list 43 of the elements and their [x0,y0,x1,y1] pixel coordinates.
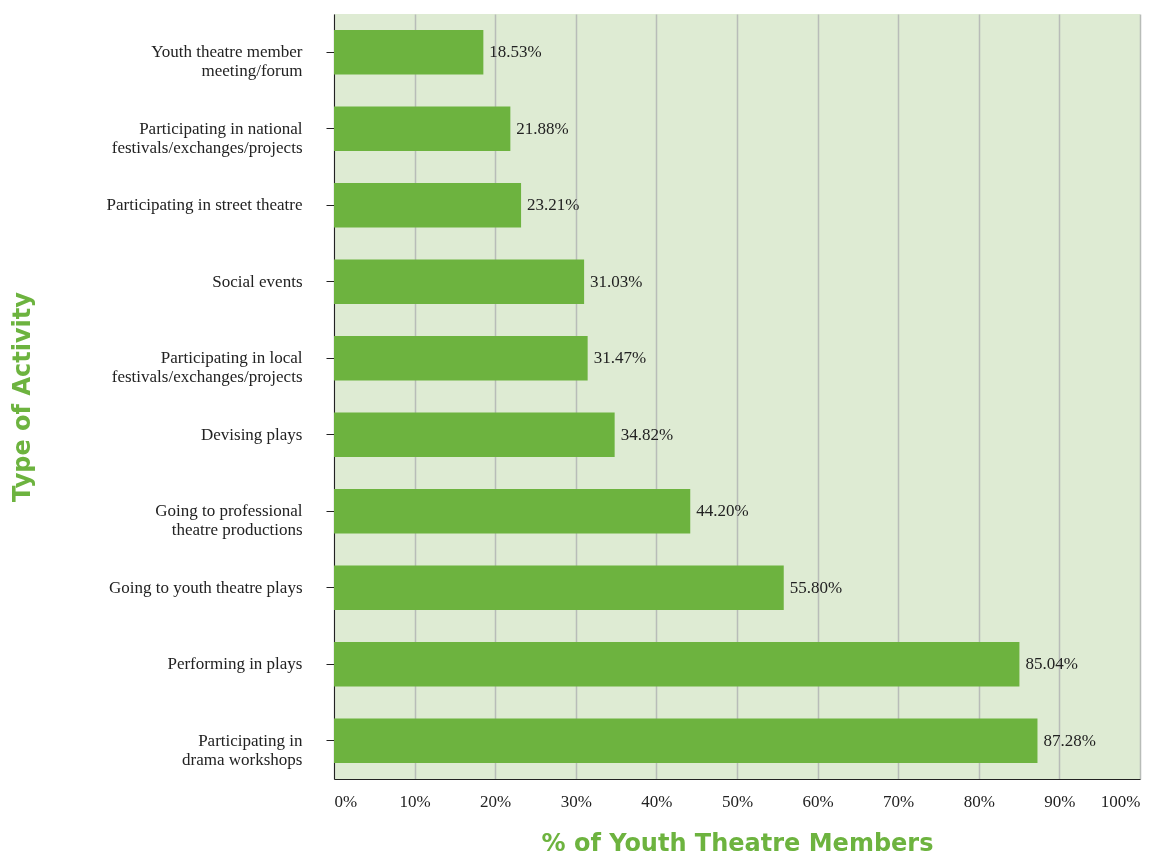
data-label: 21.88% [516,118,569,138]
bar [334,259,585,304]
y-tick-label: Going to youth theatre plays [108,577,303,597]
data-label: 44.20% [696,501,749,521]
y-tick-label: Participating in street theatre [106,195,303,215]
bar [334,106,511,151]
bar [334,336,588,381]
bar [334,565,784,610]
x-tick-label: 60% [802,791,834,811]
bar [334,489,691,534]
data-label: 55.80% [789,577,843,597]
y-tick-label: Devising plays [200,424,303,444]
y-tick-label: Participating in national festivals/exchanges/projects [111,118,303,157]
bar [334,718,1038,763]
y-tick-label: Participating in drama workshops [182,730,303,769]
x-tick-label: 50% [721,791,754,811]
x-tick-label: 70% [883,791,915,811]
data-label: 31.47% [593,348,647,368]
x-tick-label: 80% [963,791,995,811]
data-label: 87.28% [1043,730,1096,750]
bar [334,30,484,75]
y-axis-title: Type of Activity [7,291,36,502]
x-tick-label: 40% [641,791,673,811]
x-tick-label: 100% [1100,791,1141,811]
bar [334,412,615,457]
data-label: 85.04% [1025,654,1078,674]
bar [334,183,522,228]
x-tick-label: 20% [480,791,512,811]
bar [334,642,1020,687]
x-axis-title: % of Youth Theatre Members [541,828,934,857]
data-label: 18.53% [489,42,542,62]
data-label: 23.21% [527,195,580,215]
data-label: 31.03% [590,271,643,291]
y-tick-label: Going to professional theatre productions [155,501,303,540]
y-tick-label: Social events [212,271,303,291]
data-label: 34.82% [620,424,674,444]
y-tick-label: Performing in plays [167,654,303,674]
y-tick-label: Youth theatre member meeting/forum [151,42,303,81]
x-tick-label: 90% [1044,791,1076,811]
x-tick-label: 30% [560,791,592,811]
x-tick-label: 10% [399,791,431,811]
y-tick-label: Participating in local festivals/exchanges/projects [111,348,303,387]
x-tick-label: 0% [334,791,358,811]
